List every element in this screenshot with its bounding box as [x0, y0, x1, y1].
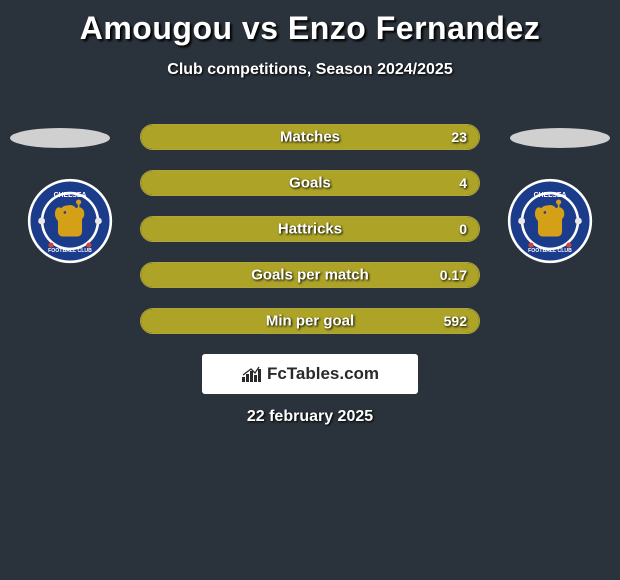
date-label: 22 february 2025	[0, 408, 620, 426]
stat-value-right: 592	[444, 313, 467, 329]
svg-text:CHELSEA: CHELSEA	[534, 192, 567, 199]
stat-value-right: 0.17	[440, 267, 467, 283]
stat-row: Min per goal 592	[140, 308, 480, 334]
stats-panel: Matches 23 Goals 4 Hattricks 0 Goals per match…	[140, 124, 480, 354]
brand-box: FcTables.com	[202, 354, 418, 394]
player-left-silhouette	[10, 128, 110, 148]
player-right-silhouette	[510, 128, 610, 148]
page-title: Amougou vs Enzo Fernandez	[0, 0, 620, 47]
stat-value-right: 23	[451, 129, 467, 145]
stat-label: Goals	[289, 175, 331, 192]
brand-text: FcTables.com	[267, 364, 379, 384]
chelsea-badge-icon: CHELSEA FOOTBALL CLUB	[507, 178, 593, 264]
stat-value-right: 4	[459, 175, 467, 191]
stat-label: Goals per match	[251, 267, 369, 284]
stat-label: Min per goal	[266, 313, 354, 330]
stat-label: Hattricks	[278, 221, 342, 238]
subtitle: Club competitions, Season 2024/2025	[0, 61, 620, 79]
svg-text:CHELSEA: CHELSEA	[54, 192, 87, 199]
club-badge-right: CHELSEA FOOTBALL CLUB	[507, 178, 593, 264]
stat-label: Matches	[280, 129, 340, 146]
svg-text:FOOTBALL CLUB: FOOTBALL CLUB	[48, 248, 92, 254]
stat-row: Goals per match 0.17	[140, 262, 480, 288]
stat-row: Hattricks 0	[140, 216, 480, 242]
club-badge-left: CHELSEA FOOTBALL CLUB	[27, 178, 113, 264]
svg-text:FOOTBALL CLUB: FOOTBALL CLUB	[528, 248, 572, 254]
bars-icon	[241, 365, 263, 383]
chelsea-badge-icon: CHELSEA FOOTBALL CLUB	[27, 178, 113, 264]
stat-row: Matches 23	[140, 124, 480, 150]
stat-value-right: 0	[459, 221, 467, 237]
stat-row: Goals 4	[140, 170, 480, 196]
